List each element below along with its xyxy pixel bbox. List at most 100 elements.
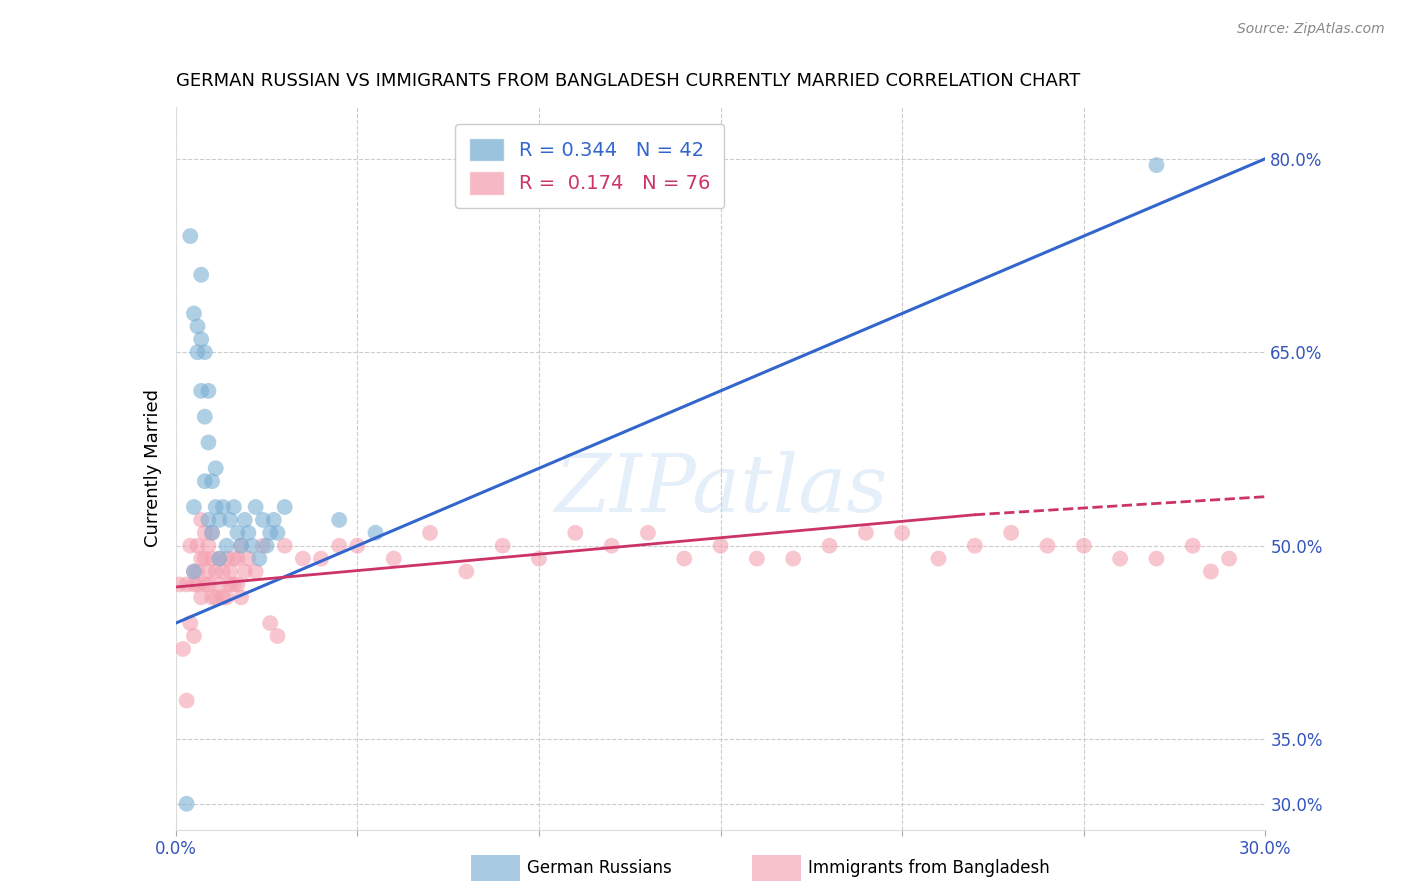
Point [1218, 551, 1240, 566]
Point [219, 577, 242, 591]
Point [222, 577, 245, 591]
Point [204, 565, 226, 579]
Point [190, 384, 212, 398]
Point [194, 409, 217, 424]
Text: ZIPatlas: ZIPatlas [554, 451, 887, 529]
Point [1181, 539, 1204, 553]
Point [197, 435, 219, 450]
Point [891, 525, 914, 540]
Point [364, 525, 387, 540]
Point [186, 319, 209, 334]
Point [215, 551, 238, 566]
Point [179, 229, 201, 244]
Point [212, 591, 235, 605]
Point [194, 525, 217, 540]
Point [818, 539, 841, 553]
Point [201, 525, 224, 540]
Point [190, 591, 212, 605]
Point [266, 525, 288, 540]
Point [169, 577, 191, 591]
Point [183, 565, 205, 579]
Point [1109, 551, 1132, 566]
Point [274, 500, 297, 514]
Point [212, 500, 235, 514]
Text: Immigrants from Bangladesh: Immigrants from Bangladesh [808, 859, 1050, 877]
Point [186, 539, 209, 553]
Point [240, 539, 263, 553]
Point [208, 577, 231, 591]
Point [197, 539, 219, 553]
Point [190, 268, 212, 282]
Point [226, 577, 249, 591]
Point [238, 525, 260, 540]
Point [201, 591, 224, 605]
Point [231, 591, 253, 605]
Text: German Russians: German Russians [527, 859, 672, 877]
Point [673, 551, 696, 566]
Point [219, 565, 242, 579]
Point [201, 551, 224, 566]
Point [208, 513, 231, 527]
Point [247, 551, 270, 566]
Point [194, 474, 217, 488]
Point [637, 525, 659, 540]
Point [309, 551, 332, 566]
Point [245, 500, 267, 514]
Point [194, 577, 217, 591]
Point [1000, 525, 1022, 540]
Point [266, 629, 288, 643]
Point [222, 551, 245, 566]
Point [1036, 539, 1059, 553]
Point [346, 539, 368, 553]
Point [963, 539, 986, 553]
Point [204, 500, 226, 514]
Point [176, 693, 198, 707]
Point [928, 551, 950, 566]
Point [252, 513, 274, 527]
Point [1073, 539, 1095, 553]
Point [222, 500, 245, 514]
Point [1146, 551, 1168, 566]
Point [600, 539, 623, 553]
Point [186, 577, 209, 591]
Point [382, 551, 405, 566]
Point [179, 539, 201, 553]
Point [215, 591, 238, 605]
Point [1146, 158, 1168, 172]
Point [183, 306, 205, 320]
Text: GERMAN RUSSIAN VS IMMIGRANTS FROM BANGLADESH CURRENTLY MARRIED CORRELATION CHART: GERMAN RUSSIAN VS IMMIGRANTS FROM BANGLA… [176, 72, 1080, 90]
Point [263, 513, 285, 527]
Point [183, 565, 205, 579]
Point [238, 551, 260, 566]
Point [710, 539, 733, 553]
Point [176, 797, 198, 811]
Point [745, 551, 768, 566]
Point [231, 539, 253, 553]
Point [855, 525, 877, 540]
Point [183, 629, 205, 643]
Point [259, 525, 281, 540]
Point [274, 539, 297, 553]
Point [492, 539, 515, 553]
Point [291, 551, 314, 566]
Point [197, 384, 219, 398]
Point [190, 513, 212, 527]
Point [190, 332, 212, 346]
Point [233, 565, 256, 579]
Point [183, 500, 205, 514]
Point [186, 565, 209, 579]
Point [256, 539, 278, 553]
Point [197, 577, 219, 591]
Point [197, 513, 219, 527]
Point [186, 345, 209, 359]
Point [190, 551, 212, 566]
Point [201, 474, 224, 488]
Point [172, 642, 194, 657]
Point [226, 551, 249, 566]
Point [456, 565, 478, 579]
Legend: R = 0.344   N = 42, R =  0.174   N = 76: R = 0.344 N = 42, R = 0.174 N = 76 [456, 124, 724, 209]
Point [194, 345, 217, 359]
Point [215, 539, 238, 553]
Point [219, 513, 242, 527]
Point [201, 525, 224, 540]
